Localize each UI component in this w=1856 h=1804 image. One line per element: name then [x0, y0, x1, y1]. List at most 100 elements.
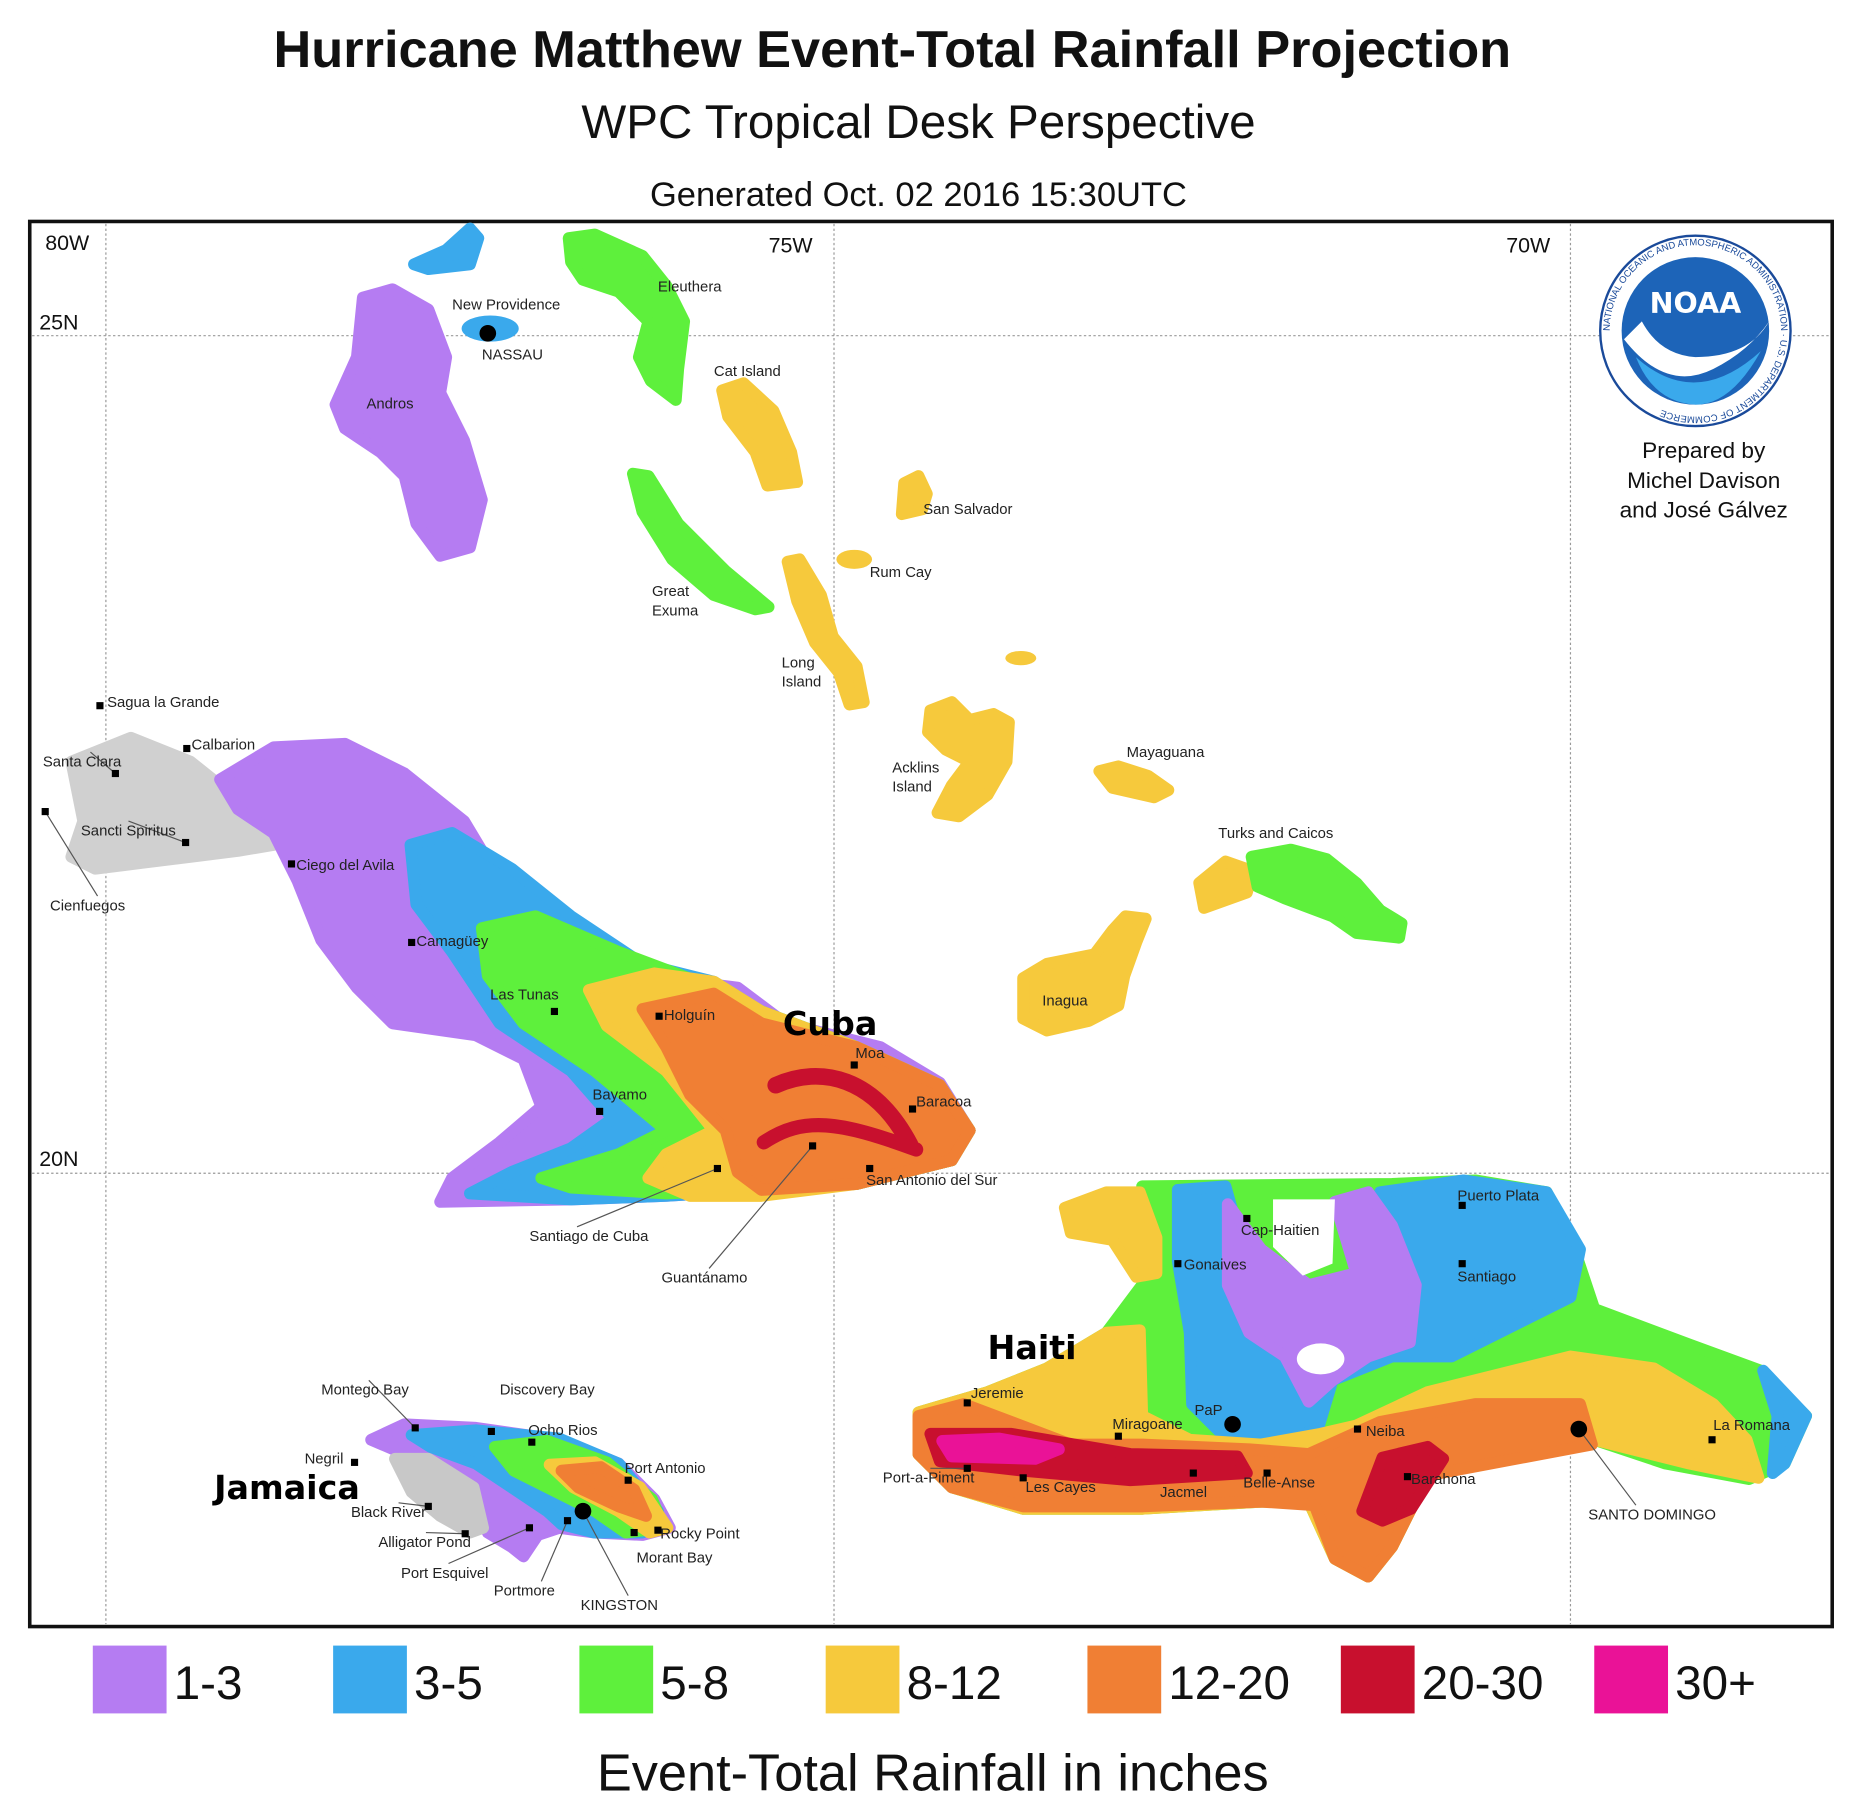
- legend-item-1-3: 1-3: [92, 1645, 242, 1714]
- san-salvador-rain-8-12: [895, 470, 933, 521]
- place-label: Rum Cay: [870, 565, 932, 581]
- hispaniola-rain-30-plus: [936, 1432, 1065, 1465]
- hispaniola-east-rain-3-5: [1757, 1364, 1812, 1480]
- place-label: Gonaives: [1184, 1258, 1247, 1274]
- place-long-island: Long Island: [782, 656, 822, 691]
- legend-label: 12-20: [1168, 1657, 1290, 1710]
- place-barahona: Barahona: [1403, 1472, 1476, 1488]
- place-label: Port Antonio: [625, 1461, 706, 1477]
- place-label: Calbarion: [192, 738, 256, 754]
- place-label: Las Tunas: [490, 988, 559, 1004]
- place-label: Sancti Spiritus: [81, 823, 176, 839]
- barahona-rain-20-30: [1356, 1440, 1450, 1527]
- city-marker-icon: [1458, 1201, 1466, 1209]
- place-label: Port-a-Piment: [883, 1471, 976, 1487]
- city-marker-icon: [525, 1524, 534, 1532]
- place-negril: Negril: [305, 1452, 359, 1468]
- legend-swatch: [825, 1645, 900, 1714]
- place-label: Baracoa: [916, 1095, 972, 1111]
- place-label: Miragoane: [1112, 1417, 1182, 1433]
- cuba-rain-20-30-north: [767, 1067, 919, 1154]
- cuba-rain-20-30-south: [756, 1118, 924, 1157]
- cat-island-rain-8-12: [716, 377, 804, 492]
- city-marker-icon: [866, 1164, 874, 1173]
- hispaniola-rain-1-3: [1221, 1186, 1422, 1408]
- legend-label: 3-5: [414, 1657, 483, 1710]
- legend-swatch: [579, 1645, 654, 1714]
- place-ocho-rios: Ocho Rios: [528, 1423, 598, 1446]
- place-label: New Providence: [452, 298, 560, 314]
- capital-marker-icon: [1224, 1415, 1241, 1433]
- city-marker-icon: [41, 808, 49, 816]
- hispaniola-nw-rain-8-12: [1058, 1186, 1163, 1283]
- place-les-cayes: Les Cayes: [1019, 1474, 1096, 1496]
- place-great-exuma: Great Exuma: [652, 584, 699, 619]
- place-label: San Antonio del Sur: [866, 1173, 997, 1189]
- lat-label-20n: 20N: [39, 1147, 78, 1171]
- place-label: Cat Island: [714, 364, 781, 380]
- city-marker-icon: [183, 744, 191, 753]
- city-marker-icon: [850, 1061, 858, 1069]
- place-port-antonio: Port Antonio: [624, 1461, 706, 1484]
- place-jeremie: Jeremie: [963, 1386, 1024, 1407]
- place-label: Turks and Caicos: [1218, 826, 1333, 842]
- leader-line: [90, 751, 116, 774]
- place-label: Mayaguana: [1127, 745, 1205, 761]
- place-label: Santiago de Cuba: [529, 1229, 649, 1245]
- lat-label-25n: 25N: [39, 311, 78, 335]
- credits-line-2: Michel Davison: [1627, 468, 1780, 493]
- place-label: NASSAU: [482, 347, 543, 363]
- city-marker-icon: [1263, 1469, 1271, 1477]
- andros-rain-1-3: [329, 283, 488, 562]
- legend-label: 20-30: [1422, 1657, 1544, 1710]
- place-guanta-namo: Guantánamo: [661, 1142, 817, 1287]
- place-rocky-point: Rocky Point: [654, 1527, 740, 1543]
- capital-marker-icon: [479, 324, 497, 342]
- place-santiago: Santiago: [1457, 1260, 1516, 1286]
- credits-line-3: and José Gálvez: [1620, 498, 1788, 523]
- place-label: Cap-Haitien: [1241, 1223, 1319, 1239]
- place-label: Negril: [305, 1452, 344, 1468]
- legend-item-20-30: 20-30: [1340, 1645, 1544, 1714]
- hispaniola-no-rain-hole: [1296, 1343, 1345, 1375]
- legend-item-12-20: 12-20: [1087, 1645, 1290, 1714]
- place-label: La Romana: [1713, 1418, 1791, 1434]
- place-camagu-ey: Camagüey: [408, 934, 489, 950]
- capital-marker-icon: [574, 1502, 592, 1520]
- legend-item-8-12: 8-12: [825, 1645, 1002, 1714]
- city-marker-icon: [411, 1424, 419, 1432]
- jamaica-west-land: [389, 1452, 489, 1539]
- place-label: KINGSTON: [581, 1598, 658, 1614]
- place-cienfuegos: Cienfuegos: [41, 808, 125, 914]
- noaa-logo: NOAA NATIONAL OCEANIC AND ATMOSPHERIC AD…: [1599, 234, 1792, 428]
- place-turks-and-caicos: Turks and Caicos: [1218, 826, 1333, 842]
- place-montego-bay: Montego Bay: [321, 1379, 419, 1432]
- city-marker-icon: [563, 1517, 572, 1525]
- legend-swatch: [333, 1645, 407, 1714]
- place-mayaguana: Mayaguana: [1127, 745, 1205, 761]
- rum-cay-rain-8-12: [836, 549, 873, 569]
- leader-line: [398, 1502, 429, 1507]
- rainfall-areas: [65, 222, 1812, 1583]
- place-cap-haitien: Cap-Haitien: [1241, 1214, 1319, 1239]
- lon-label-70w: 70W: [1506, 233, 1551, 257]
- legend-label: 30+: [1675, 1657, 1756, 1710]
- legend-title: Event-Total Rainfall in inches: [597, 1745, 1269, 1803]
- city-marker-icon: [182, 838, 190, 847]
- place-label: SANTO DOMINGO: [1588, 1507, 1716, 1523]
- city-marker-icon: [1403, 1473, 1412, 1481]
- lon-label-80w: 80W: [45, 231, 90, 255]
- city-marker-icon: [596, 1107, 604, 1115]
- leader-line: [128, 820, 186, 844]
- place-rum-cay: Rum Cay: [870, 565, 932, 581]
- place-acklins-island: Acklins Island: [892, 760, 939, 795]
- place-label: Sagua la Grande: [107, 695, 219, 711]
- place-sancti-spiritus: Sancti Spiritus: [81, 820, 190, 847]
- place-santiago-de-cuba: Santiago de Cuba: [529, 1164, 721, 1245]
- place-neiba: Neiba: [1353, 1424, 1405, 1440]
- legend-swatch: [1087, 1645, 1162, 1714]
- place-kingston: KINGSTON: [574, 1502, 658, 1614]
- place-label: Montego Bay: [321, 1383, 409, 1399]
- place-san-salvador: San Salvador: [923, 502, 1012, 518]
- legend-item-5-8: 5-8: [579, 1645, 729, 1714]
